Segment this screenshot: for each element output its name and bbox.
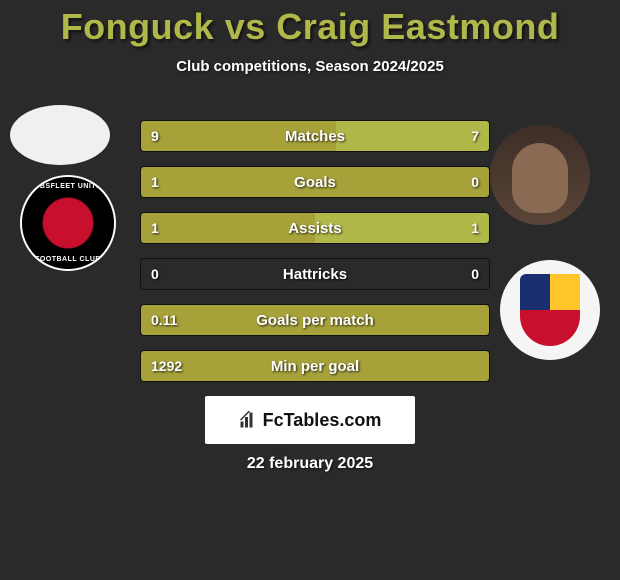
stat-label: Assists	[141, 220, 489, 237]
brand-box: FcTables.com	[205, 396, 415, 444]
stats-bars: 9Matches71Goals01Assists10Hattricks00.11…	[140, 120, 490, 396]
brand-text: FcTables.com	[263, 410, 382, 431]
stat-label: Matches	[141, 128, 489, 145]
player1-avatar	[10, 105, 110, 165]
brand-chart-icon	[239, 411, 257, 429]
stat-row: 1Assists1	[140, 212, 490, 244]
crest-text-bottom: FOOTBALL CLUB	[35, 256, 101, 263]
player1-club-crest: EBBSFLEET UNITED FOOTBALL CLUB	[20, 175, 116, 271]
player1-name: Fonguck	[61, 6, 215, 47]
stat-label: Min per goal	[141, 358, 489, 375]
stat-row: 9Matches7	[140, 120, 490, 152]
subtitle: Club competitions, Season 2024/2025	[0, 58, 620, 75]
stat-value-right: 0	[471, 266, 479, 282]
stat-row: 1Goals0	[140, 166, 490, 198]
stat-value-right: 0	[471, 174, 479, 190]
player2-avatar	[490, 125, 590, 225]
stat-value-right: 7	[471, 128, 479, 144]
player2-club-crest	[500, 260, 600, 360]
stat-row: 0.11Goals per match	[140, 304, 490, 336]
crest-text-top: EBBSFLEET UNITED	[29, 183, 107, 190]
stat-label: Goals	[141, 174, 489, 191]
stat-label: Goals per match	[141, 312, 489, 329]
player2-name: Craig Eastmond	[276, 6, 559, 47]
generation-date: 22 february 2025	[0, 455, 620, 473]
comparison-title: Fonguck vs Craig Eastmond	[0, 0, 620, 48]
stat-row: 0Hattricks0	[140, 258, 490, 290]
stat-row: 1292Min per goal	[140, 350, 490, 382]
stat-value-right: 1	[471, 220, 479, 236]
stat-label: Hattricks	[141, 266, 489, 283]
vs-text: vs	[225, 6, 266, 47]
